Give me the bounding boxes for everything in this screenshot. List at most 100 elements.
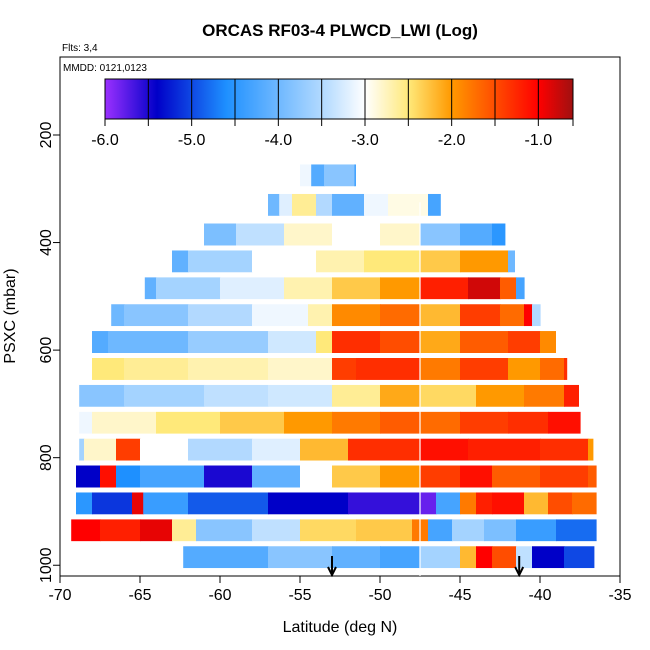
band-segment: [204, 223, 237, 246]
band-segment: [252, 465, 301, 488]
band-segment: [132, 492, 144, 515]
band-segment: [124, 304, 189, 327]
y-tick-label: 200: [38, 122, 55, 149]
band-segment: [79, 384, 125, 407]
band-segment: [420, 546, 461, 569]
x-tick-label: -50: [368, 587, 391, 604]
chart-title: ORCAS RF03-4 PLWCD_LWI (Log): [202, 21, 478, 40]
band-segment: [428, 519, 453, 542]
band-segment: [332, 193, 365, 216]
band-segment: [308, 304, 333, 327]
data-band: [0, 411, 581, 434]
dates-note: MMDD: 0121,0123: [63, 63, 147, 74]
band-segment: [540, 438, 589, 461]
data-band: [20, 519, 597, 542]
band-segment: [356, 519, 413, 542]
band-segment: [380, 331, 421, 354]
band-segment: [71, 519, 101, 542]
band-segment: [268, 193, 280, 216]
band-segment: [332, 331, 381, 354]
band-segment: [316, 331, 333, 354]
band-segment: [500, 304, 525, 327]
data-band: [144, 277, 525, 300]
band-segment: [540, 331, 556, 354]
band-segment: [172, 250, 189, 273]
y-tick-label: 800: [38, 444, 55, 471]
colorbar-tick-label: -1.0: [525, 132, 553, 149]
band-segment: [116, 465, 141, 488]
band-segment: [380, 384, 421, 407]
band-segment: [380, 277, 421, 300]
band-segment: [268, 331, 317, 354]
band-segment: [420, 492, 437, 515]
x-axis-label: Latitude (deg N): [283, 619, 398, 636]
band-segment: [356, 357, 421, 380]
band-segment: [508, 250, 515, 273]
band-segment: [524, 384, 565, 407]
band-segment: [252, 519, 301, 542]
band-segment: [380, 465, 421, 488]
down-arrow-icon: [514, 556, 525, 578]
band-segment: [428, 193, 441, 216]
band-segment: [420, 411, 461, 434]
band-segment: [380, 546, 421, 569]
band-segment: [492, 465, 541, 488]
band-segment: [332, 304, 381, 327]
colorbar-tick-label: -2.0: [438, 132, 466, 149]
data-band: [172, 250, 515, 273]
band-segment: [100, 465, 117, 488]
band-segment: [284, 277, 333, 300]
band-segment: [116, 438, 141, 461]
band-segment: [316, 250, 365, 273]
colorbar-gradient: [104, 78, 574, 120]
band-segment: [388, 193, 429, 216]
band-segment: [0, 385, 5, 407]
band-segment: [188, 438, 253, 461]
y-tick-label: 600: [38, 337, 55, 364]
band-segment: [380, 411, 421, 434]
band-segment: [279, 193, 293, 216]
band-segment: [348, 438, 421, 461]
band-segment: [124, 357, 189, 380]
band-segment: [420, 277, 469, 300]
band-segment: [204, 384, 269, 407]
band-segment: [332, 465, 381, 488]
band-segment: [476, 492, 493, 515]
band-segment: [188, 331, 269, 354]
band-segment: [196, 519, 253, 542]
y-axis-label: PSXC (mbar): [2, 268, 19, 363]
band-segment: [111, 304, 125, 327]
band-segment: [548, 411, 581, 434]
band-segment: [420, 465, 461, 488]
data-band: [76, 492, 597, 515]
band-segment: [556, 519, 597, 542]
band-segment: [564, 384, 579, 407]
band-segment: [332, 384, 381, 407]
band-segment: [188, 304, 253, 327]
colorbar-tick-label: -4.0: [265, 132, 293, 149]
band-segment: [79, 438, 85, 461]
colorbar-dividers: [147, 79, 539, 119]
band-segment: [0, 412, 29, 434]
band-segment: [204, 465, 253, 488]
data-band: [268, 193, 441, 216]
band-segment: [324, 164, 355, 187]
data-band: [92, 331, 556, 354]
band-segment: [20, 519, 61, 541]
x-tick-label: -60: [208, 587, 231, 604]
band-segment: [332, 411, 381, 434]
band-segment: [268, 492, 349, 515]
band-segment: [76, 465, 101, 488]
band-segment: [364, 193, 389, 216]
band-segment: [420, 331, 461, 354]
colorbar-tick-label: -6.0: [91, 132, 119, 149]
band-segment: [268, 384, 333, 407]
band-segment: [460, 304, 501, 327]
band-segment: [183, 546, 269, 569]
data-band: [183, 546, 595, 569]
axes: -70 -65 -60 -55 -50 -45 -40 -35 200 400 600 800 1000: [38, 122, 631, 604]
data-band: [79, 438, 594, 461]
band-segment: [268, 357, 333, 380]
band-segment: [460, 223, 493, 246]
